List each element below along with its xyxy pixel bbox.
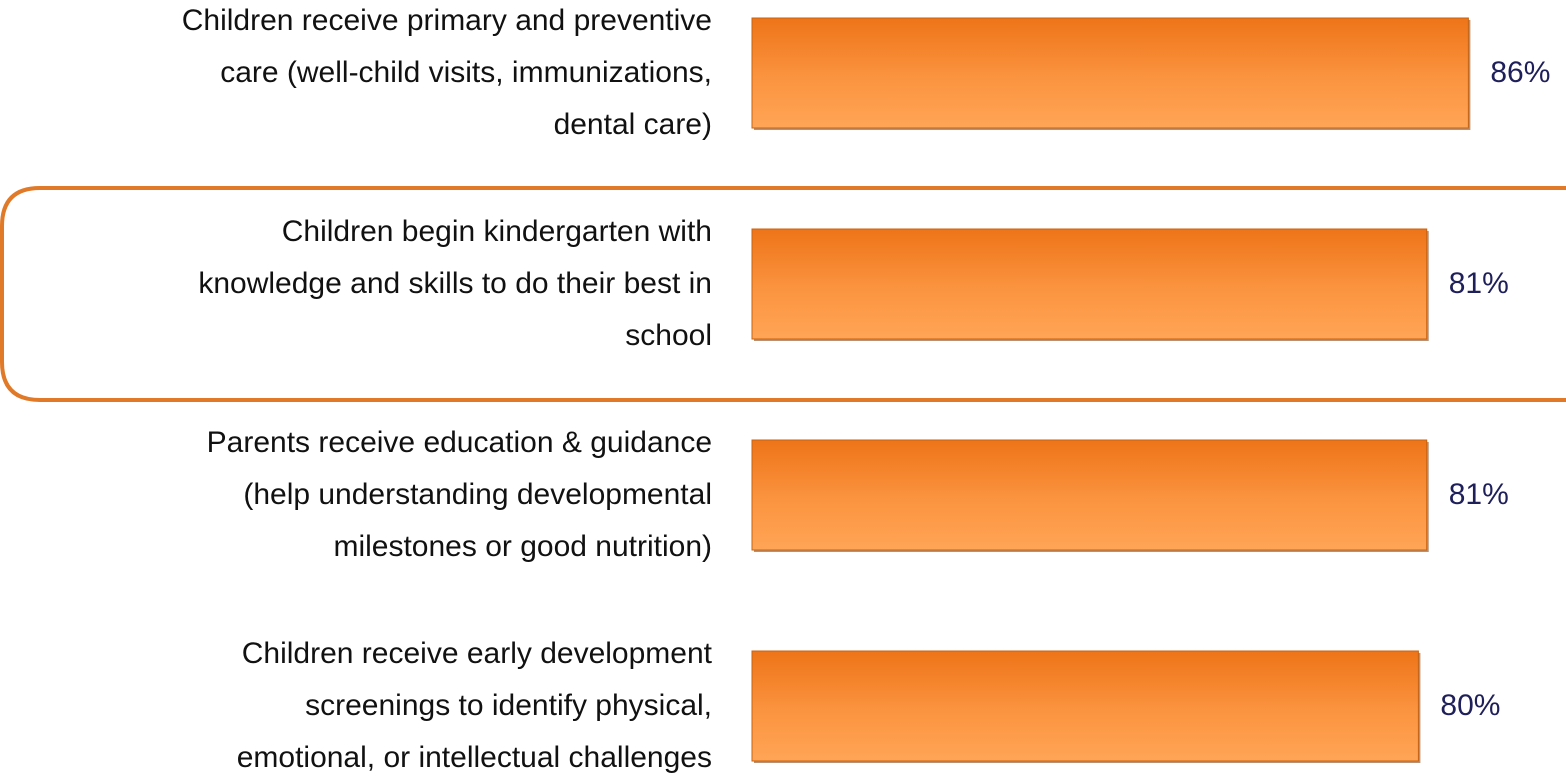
bar [751,650,1419,762]
value-label: 81% [1448,478,1509,511]
value-label: 80% [1440,689,1501,722]
category-label: Children receive primary and preventive … [181,4,712,141]
bar [751,439,1428,551]
value-label: 81% [1448,267,1509,300]
category-label: Parents receive education & guidance (he… [206,426,712,563]
highlight-box [0,186,1566,402]
value-label: 86% [1490,56,1551,89]
bar [751,228,1428,340]
category-label: Children receive early development scree… [236,637,712,774]
bar [751,17,1469,129]
category-label: Children begin kindergarten with knowled… [198,215,712,352]
